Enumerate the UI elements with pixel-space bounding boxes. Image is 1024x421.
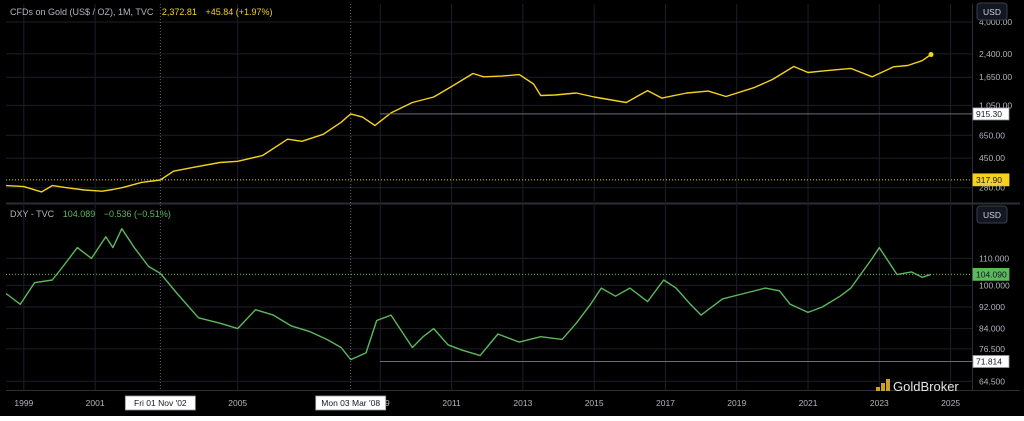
price-axis-ticks[interactable]: 4,000.00 2,400.00 1,650.00 1,050.00 650.00 45…	[979, 17, 1012, 386]
gold-price-line[interactable]	[5, 53, 932, 193]
time-axis-ticks[interactable]: 1999200120052009201120132015201720192021…	[14, 395, 960, 411]
time-tick-label[interactable]: 2013	[513, 398, 532, 408]
gold-ytick-label[interactable]: 4,000.00	[979, 17, 1012, 27]
gold-currency-button-bg	[976, 2, 1008, 21]
dxy-price-label-text: 104.090	[976, 269, 1007, 279]
dxy-currency-button-label: USD	[983, 210, 1001, 220]
time-tick-label[interactable]: 2011	[442, 398, 461, 408]
time-tick-label[interactable]: 2015	[585, 398, 604, 408]
time-marker-label[interactable]: Fri 01 Nov '02	[134, 398, 187, 408]
dxy-legend-change: −0.536 (−0.51%)	[104, 209, 171, 219]
gold-legend-last-price: 2,372.81	[162, 7, 197, 17]
gold-ytick-label[interactable]: 1,650.00	[979, 72, 1012, 82]
goldbroker-logo-icon	[876, 379, 890, 391]
gold-price-label-text: 317.90	[976, 175, 1002, 185]
time-marker-label[interactable]: Mon 03 Mar '08	[321, 398, 380, 408]
dxy-ytick-label[interactable]: 110.000	[979, 253, 1009, 263]
dxy-currency-button-bg	[976, 205, 1008, 224]
gold-legend-title: CFDs on Gold (US$ / OZ), 1M, TVC	[10, 7, 154, 17]
dxy-price-label-box	[972, 355, 1010, 368]
dxy-ytick-label[interactable]: 92.000	[979, 302, 1005, 312]
gold-ytick-label[interactable]: 650.00	[979, 130, 1005, 140]
dxy-price-label-box	[972, 267, 1010, 281]
price-label-layer: 915.30 317.90 104.090 71.814	[6, 107, 1010, 368]
dxy-ytick-label[interactable]: 100.000	[979, 280, 1010, 290]
gold-currency-button[interactable]: USD	[976, 2, 1008, 21]
goldbroker-wordmark: GoldBroker	[893, 379, 959, 394]
time-marker-box	[315, 395, 387, 411]
dxy-currency-button[interactable]: USD	[976, 205, 1008, 224]
gold-legend-change: +45.84 (+1.97%)	[205, 7, 272, 17]
time-tick-label[interactable]: 2001	[86, 398, 105, 408]
time-tick-label[interactable]: 1999	[14, 398, 33, 408]
time-marker-box	[124, 395, 196, 411]
series-layer[interactable]	[5, 52, 934, 361]
gold-ytick-label[interactable]: 1,050.00	[979, 100, 1012, 110]
time-tick-label[interactable]: 2005	[228, 398, 247, 408]
gold-ytick-label[interactable]: 280.00	[979, 183, 1005, 193]
dxy-price-line[interactable]	[5, 228, 932, 361]
dxy-ytick-label[interactable]: 64.500	[979, 376, 1005, 386]
gold-ytick-label[interactable]: 2,400.00	[979, 49, 1012, 59]
gold-legend[interactable]: CFDs on Gold (US$ / OZ), 1M, TVC 2,372.8…	[10, 7, 273, 17]
gold-price-label-box	[972, 107, 1010, 121]
dxy-legend-title: DXY - TVC	[10, 209, 55, 219]
gold-ytick-label[interactable]: 450.00	[979, 153, 1005, 163]
gold-last-point[interactable]	[928, 52, 934, 58]
time-tick-label[interactable]: 2017	[656, 398, 675, 408]
gold-price-label-box	[972, 173, 1010, 187]
crosshair-layer	[159, 4, 352, 390]
dxy-ytick-label[interactable]: 84.000	[979, 324, 1005, 334]
time-tick-label[interactable]: 2023	[870, 398, 889, 408]
time-tick-label[interactable]: 2019	[727, 398, 746, 408]
gold-price-label-text: 915.30	[976, 109, 1002, 119]
time-tick-label[interactable]: 2025	[941, 398, 960, 408]
goldbroker-watermark: GoldBroker	[876, 379, 959, 394]
dxy-ytick-label[interactable]: 76.500	[979, 344, 1005, 354]
dxy-legend[interactable]: DXY - TVC 104.089 −0.536 (−0.51%)	[10, 209, 171, 219]
time-tick-label[interactable]: 2021	[799, 398, 818, 408]
dxy-price-label-text: 71.814	[976, 357, 1002, 367]
dxy-legend-last-price: 104.089	[63, 209, 96, 219]
gold-currency-button-label: USD	[983, 7, 1001, 17]
